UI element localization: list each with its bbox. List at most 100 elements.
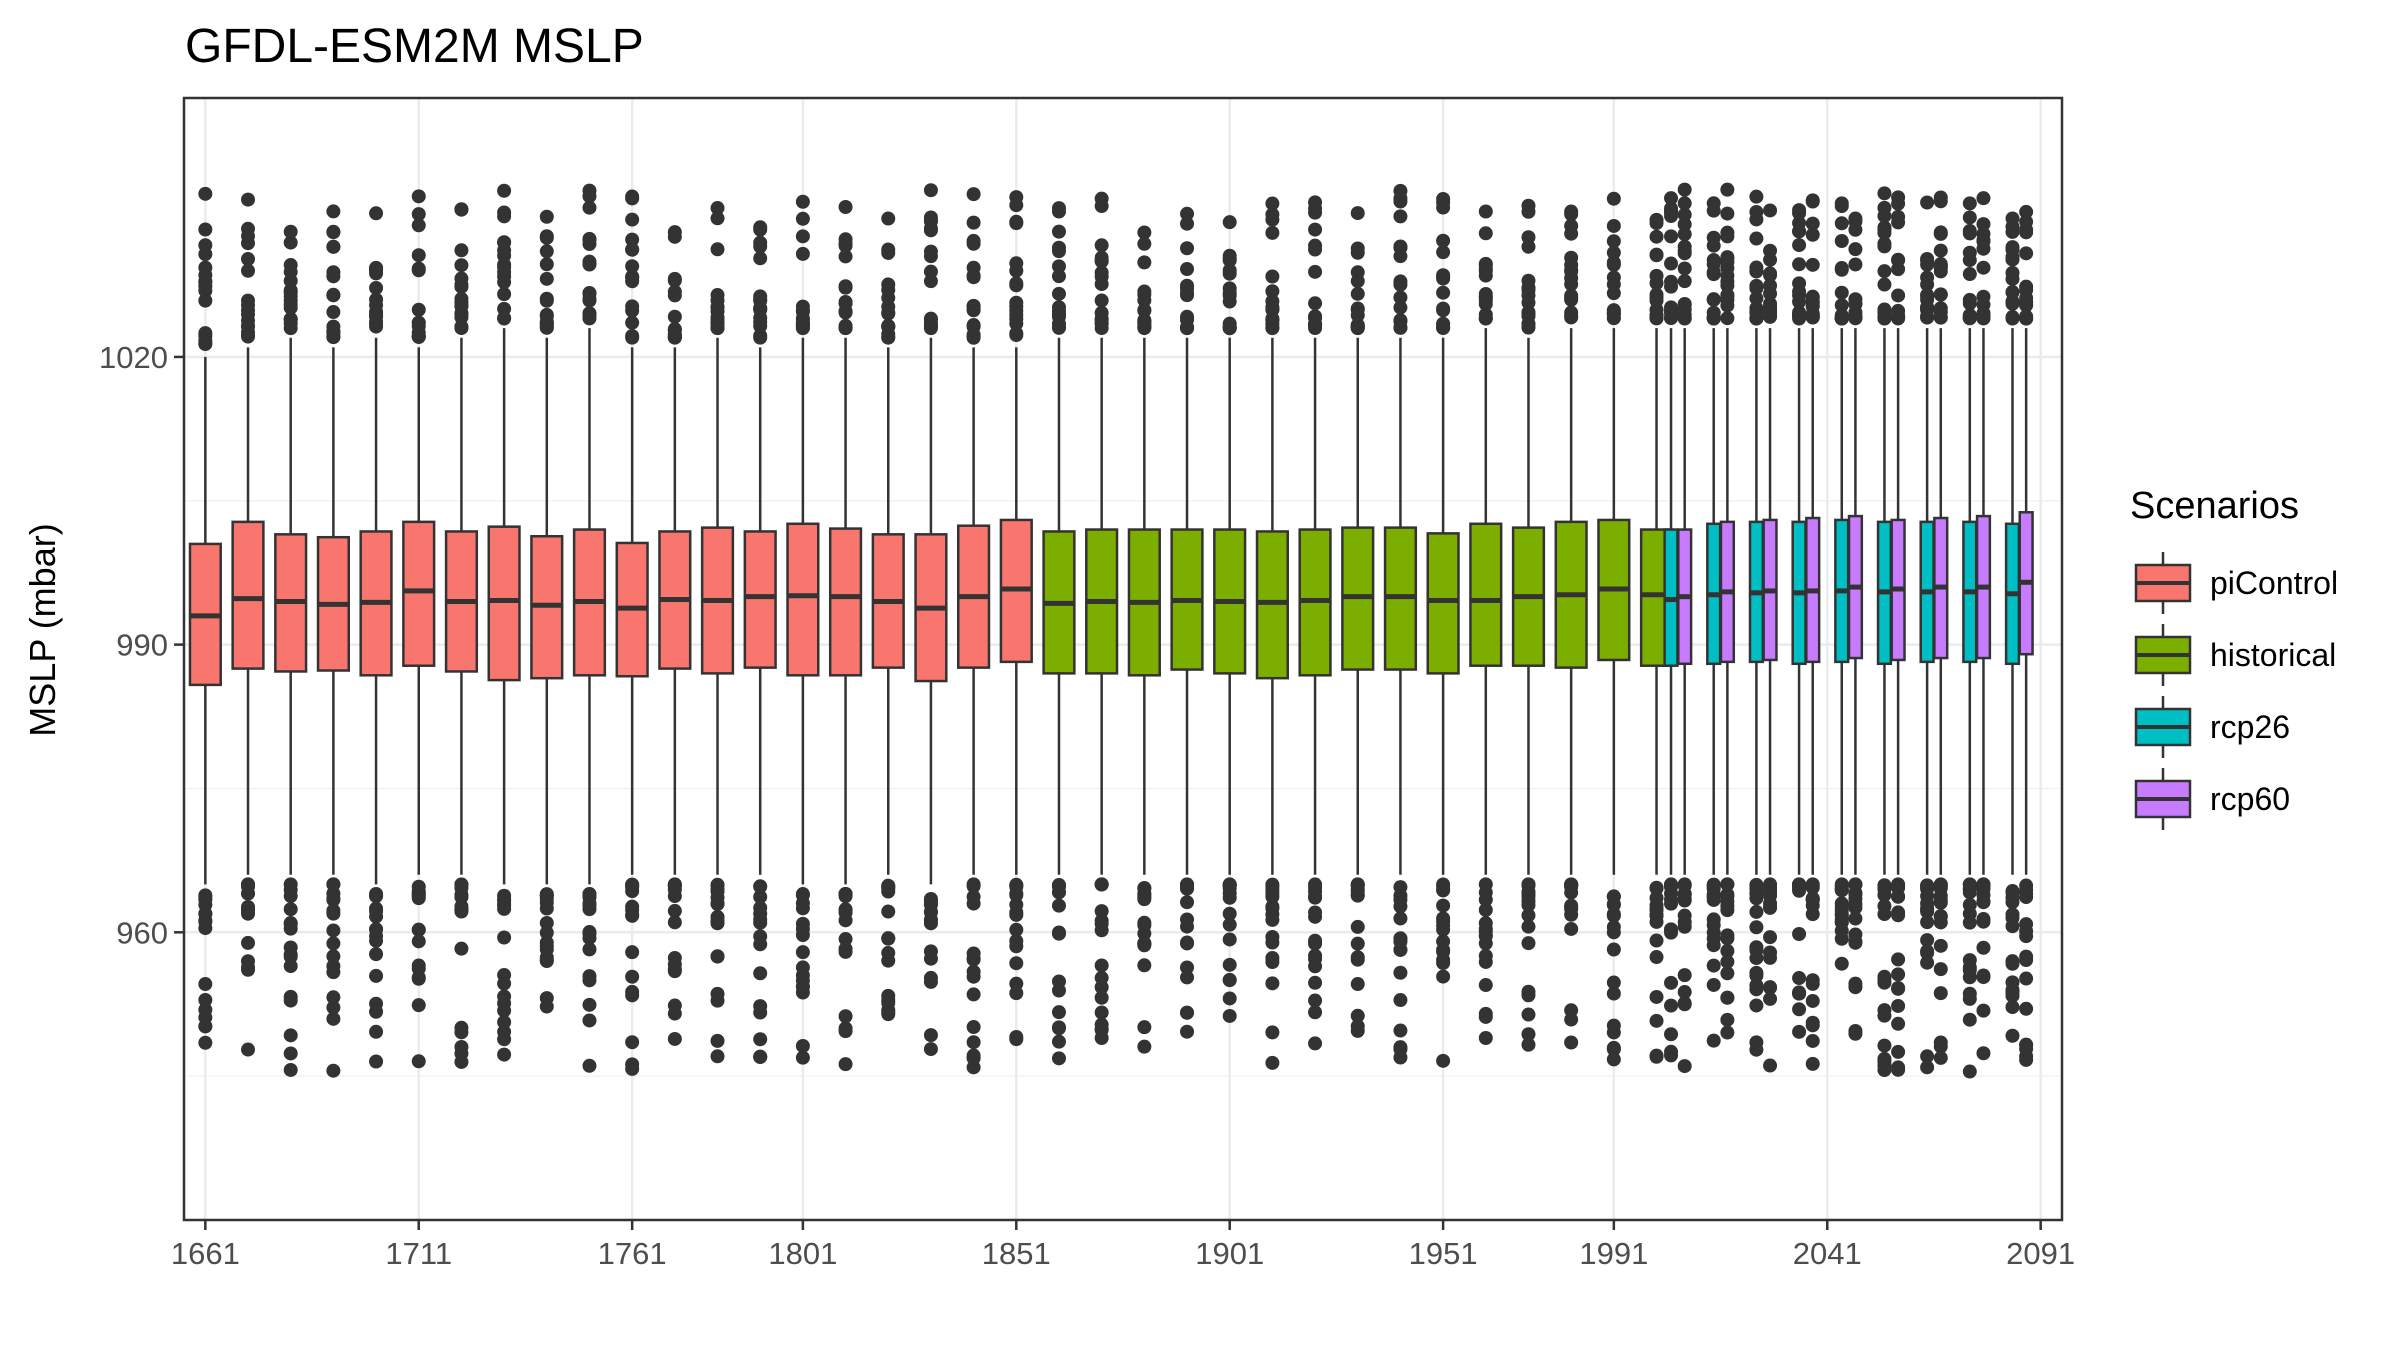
- outlier-point: [2019, 283, 2034, 298]
- outlier-point: [1976, 233, 1991, 248]
- outlier-point: [1891, 881, 1906, 896]
- y-tick-label: 960: [116, 915, 168, 950]
- legend-entries: piControl historical rcp26 rcp60: [2134, 552, 2338, 830]
- outlier-point: [1521, 908, 1536, 923]
- outlier-point: [1706, 879, 1721, 894]
- outlier-point: [369, 968, 384, 983]
- outlier-point: [539, 244, 554, 259]
- outlier-point: [1649, 989, 1664, 1004]
- outlier-point: [1805, 227, 1820, 242]
- outlier-point: [1933, 258, 1948, 273]
- box-historical: [1426, 532, 1460, 675]
- outlier-point: [1137, 302, 1152, 317]
- outlier-point: [198, 914, 213, 929]
- outlier-point: [1920, 933, 1935, 948]
- outlier-point: [625, 189, 640, 204]
- outlier-point: [753, 912, 768, 927]
- outlier-point: [1976, 940, 1991, 955]
- outlier-points: [198, 182, 2034, 1079]
- outlier-point: [326, 265, 341, 280]
- outlier-point: [1222, 321, 1237, 336]
- outlier-point: [1664, 191, 1679, 206]
- outlier-point: [838, 913, 853, 928]
- outlier-point: [241, 329, 256, 344]
- outlier-point: [1009, 939, 1024, 954]
- outlier-point: [1720, 274, 1735, 289]
- outlier-point: [1763, 900, 1778, 915]
- outlier-point: [1009, 888, 1024, 903]
- outlier-point: [1393, 239, 1408, 254]
- outlier-point: [1749, 920, 1764, 935]
- outlier-point: [1834, 216, 1849, 231]
- outlier-point: [1834, 915, 1849, 930]
- outlier-point: [1891, 998, 1906, 1013]
- outlier-point: [582, 888, 597, 903]
- outlier-point: [1009, 897, 1024, 912]
- outlier-point: [1877, 899, 1892, 914]
- outlier-point: [1649, 229, 1664, 244]
- outlier-point: [1350, 936, 1365, 951]
- outlier-point: [283, 224, 298, 239]
- outlier-point: [283, 877, 298, 892]
- outlier-point: [369, 996, 384, 1011]
- outlier-point: [1137, 225, 1152, 240]
- outlier-point: [1393, 320, 1408, 335]
- outlier-point: [625, 269, 640, 284]
- outlier-point: [1848, 900, 1863, 915]
- outlier-point: [1094, 269, 1109, 284]
- outlier-point: [1877, 225, 1892, 240]
- outlier-point: [1792, 294, 1807, 309]
- outlier-point: [966, 987, 981, 1002]
- outlier-point: [1137, 958, 1152, 973]
- x-tick-label: 1991: [1579, 1236, 1648, 1271]
- outlier-point: [1649, 247, 1664, 262]
- outlier-point: [1763, 243, 1778, 258]
- outlier-point: [1763, 980, 1778, 995]
- outlier-point: [881, 988, 896, 1003]
- outlier-point: [2019, 225, 2034, 240]
- outlier-point: [838, 1057, 853, 1072]
- outlier-point: [1308, 296, 1323, 311]
- box-piControl: [487, 525, 521, 682]
- outlier-point: [497, 259, 512, 274]
- outlier-point: [454, 941, 469, 956]
- outlier-point: [1920, 310, 1935, 325]
- outlier-point: [2005, 285, 2020, 300]
- outlier-point: [1763, 1058, 1778, 1073]
- outlier-point: [1805, 289, 1820, 304]
- outlier-point: [838, 280, 853, 295]
- outlier-point: [1521, 984, 1536, 999]
- outlier-point: [1933, 888, 1948, 903]
- outlier-point: [411, 189, 426, 204]
- outlier-point: [1749, 881, 1764, 896]
- outlier-point: [1677, 908, 1692, 923]
- outlier-point: [667, 1031, 682, 1046]
- outlier-point: [1920, 292, 1935, 307]
- outlier-point: [1521, 198, 1536, 213]
- outlier-point: [539, 230, 554, 245]
- outlier-point: [1393, 300, 1408, 315]
- outlier-point: [710, 986, 725, 1001]
- outlier-point: [411, 315, 426, 330]
- outlier-point: [966, 236, 981, 251]
- outlier-point: [625, 945, 640, 960]
- outlier-point: [1180, 970, 1195, 985]
- outlier-point: [1521, 1037, 1536, 1052]
- outlier-point: [539, 901, 554, 916]
- outlier-point: [2019, 204, 2034, 219]
- outlier-point: [1350, 308, 1365, 323]
- outlier-point: [1891, 308, 1906, 323]
- legend: Scenarios piControl historical rcp26 rcp60: [2130, 485, 2338, 830]
- outlier-point: [881, 277, 896, 292]
- outlier-point: [710, 897, 725, 912]
- outlier-point: [1436, 898, 1451, 913]
- outlier-point: [369, 260, 384, 275]
- outlier-point: [1393, 911, 1408, 926]
- outlier-point: [795, 968, 810, 983]
- outlier-point: [1749, 189, 1764, 204]
- outlier-point: [497, 287, 512, 302]
- y-tick-label: 990: [116, 628, 168, 663]
- outlier-point: [582, 1058, 597, 1073]
- outlier-point: [454, 299, 469, 314]
- outlier-point: [1137, 880, 1152, 895]
